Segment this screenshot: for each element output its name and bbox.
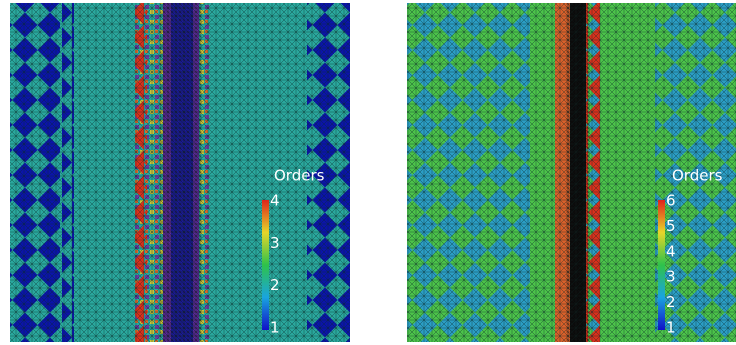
colorbar-ticks: 1 2 3 4 5 6 [666, 192, 676, 337]
colorbar-tick-label: 1 [270, 319, 280, 337]
right-panel: Orders 1 2 3 4 5 6 [407, 3, 736, 342]
colorbar-tick-label: 2 [270, 276, 280, 294]
colorbar [262, 200, 269, 330]
colorbar-title: Orders [672, 167, 723, 185]
left-panel: Orders 1 2 3 4 [10, 3, 350, 342]
colorbar-ticks: 1 2 3 4 [270, 192, 280, 337]
colorbar-tick-label: 4 [666, 242, 676, 260]
colorbar-tick-label: 5 [666, 217, 676, 235]
colorbar-tick-label: 3 [270, 234, 280, 252]
colorbar-tick-label: 6 [666, 192, 676, 210]
colorbar-tick-label: 3 [666, 268, 676, 286]
colorbar [658, 200, 665, 330]
colorbar-title: Orders [274, 167, 325, 185]
colorbar-tick-label: 2 [666, 293, 676, 311]
colorbar-tick-label: 4 [270, 192, 280, 210]
colorbar-tick-label: 1 [666, 319, 676, 337]
